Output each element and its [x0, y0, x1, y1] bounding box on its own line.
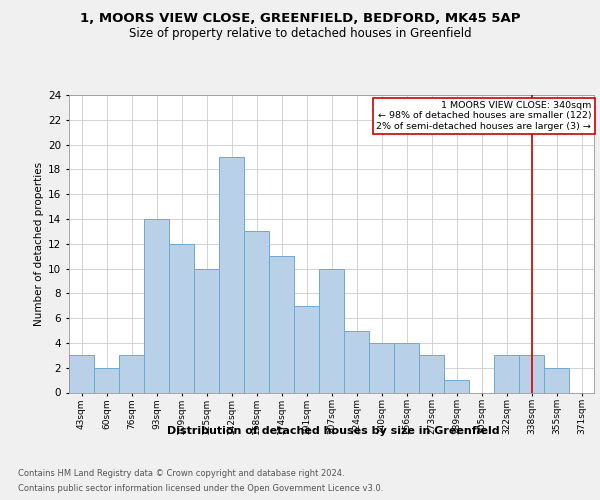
- Bar: [269, 256, 294, 392]
- Bar: [544, 368, 569, 392]
- Bar: [194, 268, 219, 392]
- Bar: [169, 244, 194, 392]
- Text: 1 MOORS VIEW CLOSE: 340sqm
← 98% of detached houses are smaller (122)
2% of semi: 1 MOORS VIEW CLOSE: 340sqm ← 98% of deta…: [377, 101, 592, 131]
- Text: 1, MOORS VIEW CLOSE, GREENFIELD, BEDFORD, MK45 5AP: 1, MOORS VIEW CLOSE, GREENFIELD, BEDFORD…: [80, 12, 520, 26]
- Bar: [219, 157, 244, 392]
- Text: Size of property relative to detached houses in Greenfield: Size of property relative to detached ho…: [128, 28, 472, 40]
- Bar: [319, 268, 344, 392]
- Bar: [244, 232, 269, 392]
- Bar: [69, 356, 94, 393]
- Text: Distribution of detached houses by size in Greenfield: Distribution of detached houses by size …: [167, 426, 499, 436]
- Text: Contains public sector information licensed under the Open Government Licence v3: Contains public sector information licen…: [18, 484, 383, 493]
- Bar: [394, 343, 419, 392]
- Bar: [369, 343, 394, 392]
- Bar: [94, 368, 119, 392]
- Bar: [444, 380, 469, 392]
- Y-axis label: Number of detached properties: Number of detached properties: [34, 162, 44, 326]
- Bar: [144, 219, 169, 392]
- Bar: [494, 356, 519, 393]
- Bar: [119, 356, 144, 393]
- Bar: [419, 356, 444, 393]
- Bar: [294, 306, 319, 392]
- Bar: [519, 356, 544, 393]
- Bar: [344, 330, 369, 392]
- Text: Contains HM Land Registry data © Crown copyright and database right 2024.: Contains HM Land Registry data © Crown c…: [18, 469, 344, 478]
